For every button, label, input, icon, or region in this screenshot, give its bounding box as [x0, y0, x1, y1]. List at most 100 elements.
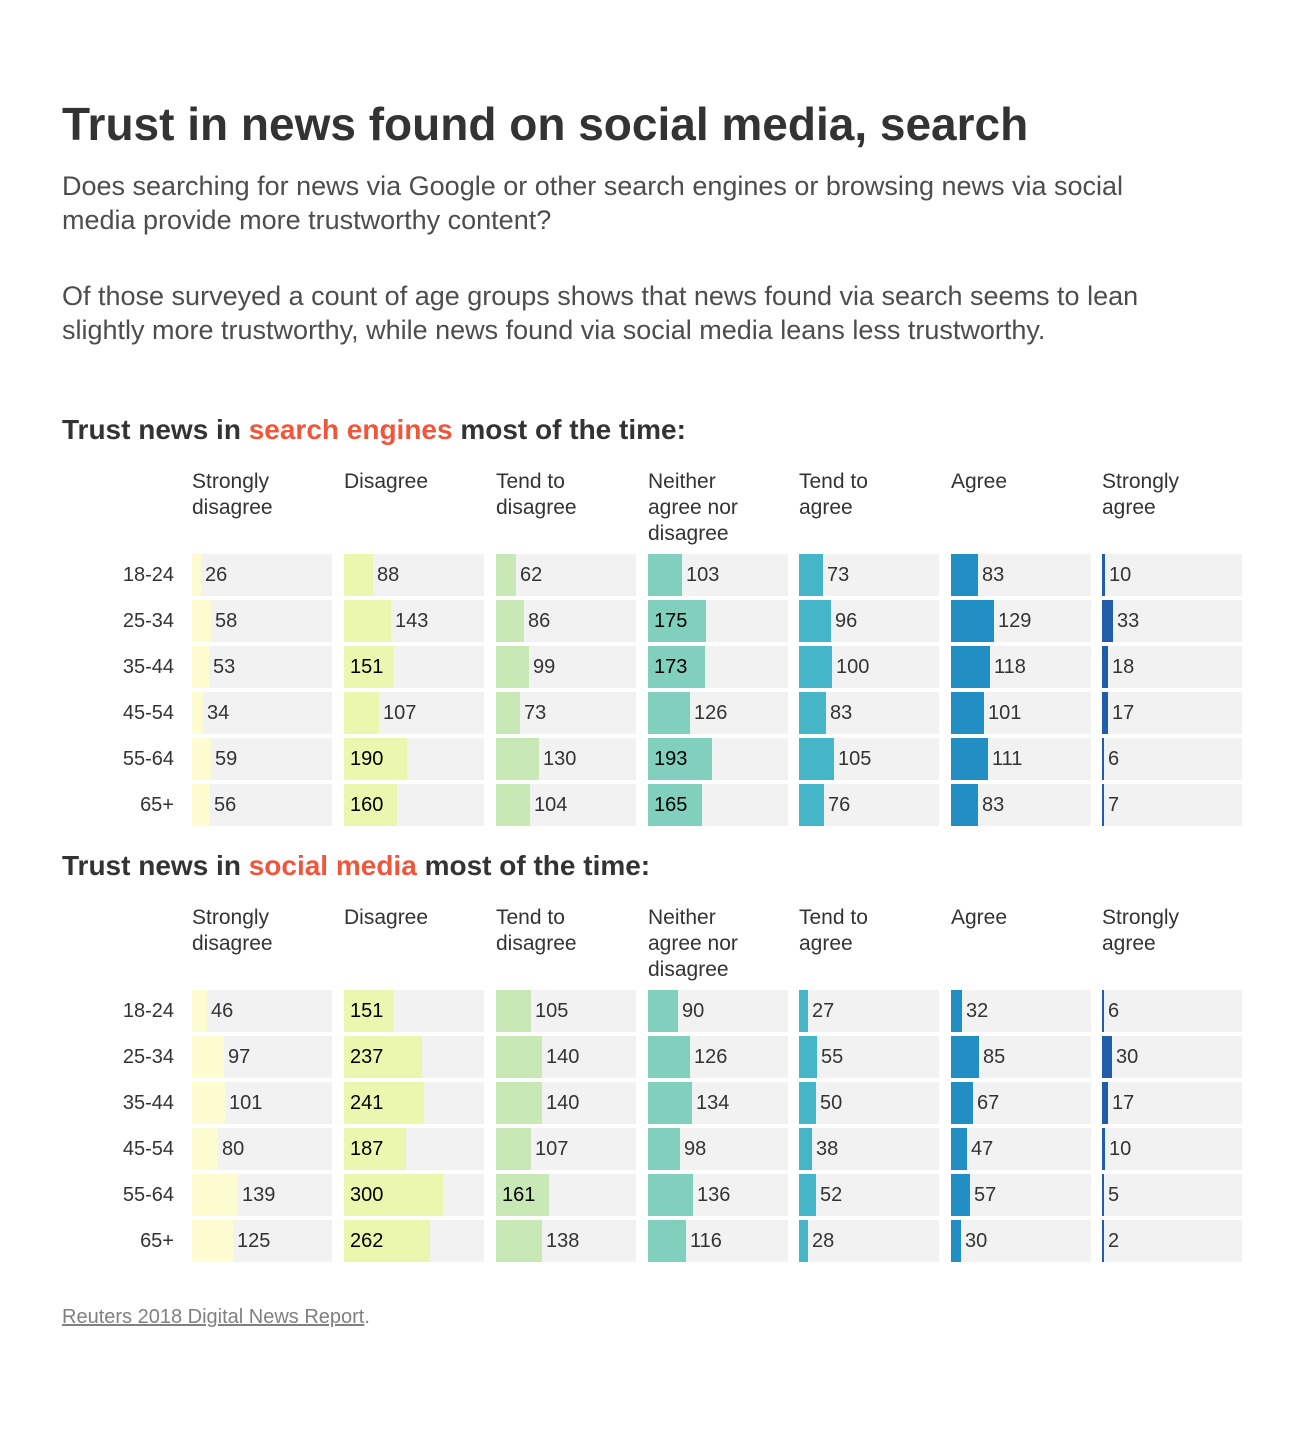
- data-cell: 67: [951, 1082, 1091, 1124]
- bar: [648, 1174, 693, 1216]
- bar: [951, 1220, 961, 1262]
- data-cell: 6: [1102, 738, 1242, 780]
- bar: [192, 1220, 233, 1262]
- value-label: 130: [543, 748, 577, 770]
- bar: [192, 1036, 224, 1078]
- value-label: 17: [1112, 702, 1135, 724]
- bar: [496, 1082, 542, 1124]
- column-header-strongly-agree: Strongly agree: [1102, 470, 1180, 519]
- column-header-strongly-agree: Strongly agree: [1102, 906, 1180, 955]
- value-label: 83: [982, 564, 1005, 586]
- data-cell: 83: [951, 784, 1091, 826]
- data-cell: 130: [496, 738, 636, 780]
- data-cell: 160: [344, 784, 484, 826]
- value-label: 160: [350, 794, 384, 816]
- column-header-neither-agree-nor-disagree: Neither agree nor disagree: [648, 906, 738, 981]
- data-cell: 53: [192, 646, 332, 688]
- data-cell: 88: [344, 554, 484, 596]
- data-cell: 140: [496, 1082, 636, 1124]
- bar: [648, 1220, 686, 1262]
- data-cell: 107: [496, 1128, 636, 1170]
- value-label: 7: [1108, 794, 1120, 816]
- column-header-strongly-disagree: Strongly disagree: [192, 470, 273, 519]
- data-cell: 86: [496, 600, 636, 642]
- bar: [648, 738, 712, 780]
- bar: [1102, 784, 1104, 826]
- bar: [344, 554, 373, 596]
- value-label: 18: [1112, 656, 1135, 678]
- data-cell: 59: [192, 738, 332, 780]
- bar: [192, 784, 210, 826]
- data-cell: 2: [1102, 1220, 1242, 1262]
- value-label: 100: [836, 656, 870, 678]
- value-label: 107: [535, 1138, 569, 1160]
- data-cell: 62: [496, 554, 636, 596]
- value-label: 300: [350, 1184, 384, 1206]
- bar: [496, 600, 524, 642]
- value-label: 57: [974, 1184, 997, 1206]
- data-cell: 101: [192, 1082, 332, 1124]
- source-link[interactable]: Reuters 2018 Digital News Report: [62, 1306, 365, 1328]
- value-label: 161: [502, 1184, 536, 1206]
- bar: [799, 1036, 817, 1078]
- bar: [1102, 646, 1108, 688]
- value-label: 86: [528, 610, 551, 632]
- value-label: 126: [694, 1046, 728, 1068]
- bar: [496, 646, 529, 688]
- data-cell: 73: [799, 554, 939, 596]
- data-cell: 151: [344, 646, 484, 688]
- column-header-agree: Agree: [951, 906, 1008, 929]
- value-label: 33: [1117, 610, 1140, 632]
- data-cell: 55: [799, 1036, 939, 1078]
- data-cell: 47: [951, 1128, 1091, 1170]
- bar: [648, 554, 682, 596]
- value-label: 10: [1109, 564, 1132, 586]
- row-label-35-44: 35-44: [122, 656, 174, 678]
- column-header-tend-to-disagree: Tend to disagree: [496, 470, 577, 519]
- data-cell: 90: [648, 990, 788, 1032]
- bar: [344, 646, 394, 688]
- value-label: 129: [998, 610, 1032, 632]
- bar: [496, 1220, 542, 1262]
- data-cell: 6: [1102, 990, 1242, 1032]
- bar: [951, 646, 990, 688]
- value-label: 151: [350, 1000, 384, 1022]
- value-label: 241: [350, 1092, 384, 1114]
- bar: [799, 554, 823, 596]
- bar: [496, 738, 539, 780]
- heading-prefix: Trust news in: [62, 850, 249, 881]
- bar: [799, 738, 834, 780]
- bar: [799, 1128, 812, 1170]
- value-label: 10: [1109, 1138, 1132, 1160]
- bar: [1102, 1174, 1104, 1216]
- data-cell: 129: [951, 600, 1091, 642]
- data-cell: 28: [799, 1220, 939, 1262]
- column-header-disagree: Disagree: [344, 470, 429, 493]
- value-label: 28: [812, 1230, 835, 1252]
- value-label: 5: [1108, 1184, 1120, 1206]
- bar: [648, 1082, 692, 1124]
- page-subtitle: Does searching for news via Google or ot…: [62, 171, 1124, 235]
- value-label: 26: [205, 564, 228, 586]
- bar: [496, 692, 520, 734]
- bar: [496, 990, 531, 1032]
- bar: [951, 990, 962, 1032]
- bar: [344, 1036, 422, 1078]
- bar: [192, 738, 211, 780]
- bar: [799, 1082, 816, 1124]
- value-label: 67: [977, 1092, 1000, 1114]
- bar: [951, 784, 978, 826]
- column-header-tend-to-agree: Tend to agree: [799, 470, 868, 519]
- column-header-tend-to-disagree: Tend to disagree: [496, 906, 577, 955]
- data-cell: 17: [1102, 1082, 1242, 1124]
- bar: [648, 784, 702, 826]
- bar: [1102, 990, 1104, 1032]
- data-cell: 262: [344, 1220, 484, 1262]
- value-label: 140: [546, 1046, 580, 1068]
- heading-suffix: most of the time:: [452, 414, 686, 445]
- row-label-65: 65+: [140, 794, 174, 816]
- data-cell: 187: [344, 1128, 484, 1170]
- data-cell: 26: [192, 554, 332, 596]
- value-label: 140: [546, 1092, 580, 1114]
- data-cell: 175: [648, 600, 788, 642]
